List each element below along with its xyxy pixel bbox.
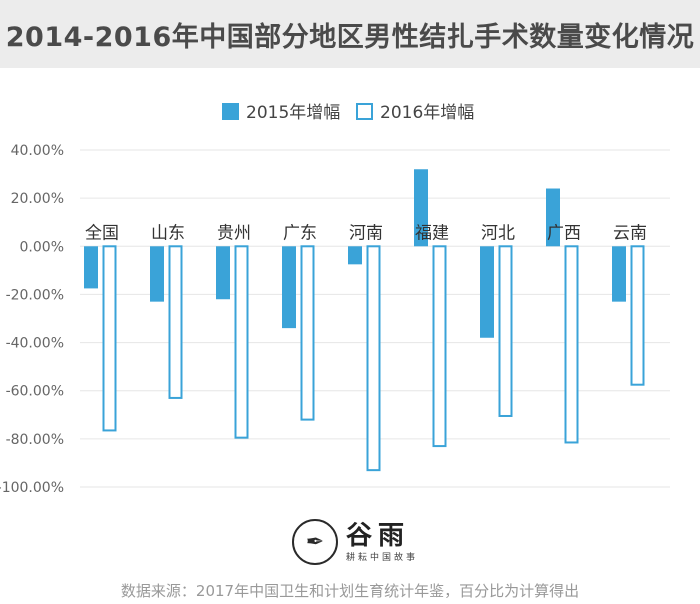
bar-2016	[630, 245, 645, 386]
category-label: 广西	[547, 223, 581, 243]
data-source: 数据来源：2017年中国卫生和计划生育统计年鉴，百分比为计算得出	[120, 582, 580, 600]
category-label: 全国	[85, 223, 119, 243]
bar-2015	[150, 246, 164, 302]
y-tick-label: 20.00%	[11, 191, 64, 207]
bar-2016	[564, 245, 579, 444]
chart-title: 2014-2016年中国部分地区男性结扎手术数量变化情况	[5, 21, 695, 53]
category-label: 山东	[151, 223, 185, 243]
bar-2015	[480, 246, 494, 338]
bar-2015	[546, 188, 560, 247]
y-tick-label: -20.00%	[6, 287, 64, 303]
category-label: 贵州	[217, 223, 251, 243]
logo-tagline: 耕耘中国故事	[346, 552, 419, 563]
legend-label-2015: 2015年增幅	[246, 103, 340, 123]
bar-2016	[102, 245, 117, 432]
y-tick-label: -60.00%	[6, 384, 64, 400]
bar-2015	[84, 246, 98, 289]
logo: ✒ 谷雨 耕耘中国故事	[292, 516, 418, 568]
logo-name: 谷雨	[346, 520, 411, 551]
title-bar: 2014-2016年中国部分地区男性结扎手术数量变化情况	[0, 0, 700, 68]
y-tick-label: -100.00%	[0, 480, 64, 496]
bar-2015	[216, 246, 230, 300]
bar-2015	[282, 246, 296, 329]
y-tick-label: 0.00%	[20, 239, 64, 255]
legend-swatch-2015	[222, 103, 239, 120]
y-tick-label: -40.00%	[6, 336, 64, 352]
bar-2015	[348, 246, 362, 265]
bird-logo-icon: ✒	[292, 519, 338, 565]
bar-2016	[300, 245, 315, 421]
legend-swatch-2016	[356, 103, 373, 120]
bar-2016	[168, 245, 183, 399]
category-label: 云南	[613, 223, 647, 243]
bar-2016	[366, 245, 381, 472]
bar-2016	[498, 245, 513, 417]
bar-2015	[612, 246, 626, 302]
bar-2016	[234, 245, 249, 439]
legend-label-2016: 2016年增幅	[380, 103, 474, 123]
category-label: 河南	[349, 223, 383, 243]
bar-chart: 40.00% 20.00% 0.00% -20.00% -40.00% -60.00% -8…	[0, 103, 670, 496]
bar-2016	[432, 245, 447, 448]
category-label: 河北	[481, 223, 515, 243]
category-label: 广东	[283, 223, 317, 243]
y-tick-label: 40.00%	[11, 143, 64, 159]
y-tick-label: -80.00%	[6, 432, 64, 448]
bar-2015	[414, 169, 428, 247]
category-label: 福建	[415, 223, 449, 243]
